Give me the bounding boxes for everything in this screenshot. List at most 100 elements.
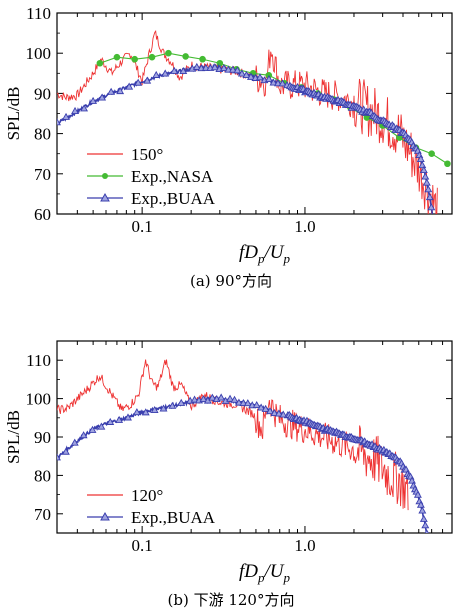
x-axis-label: fDp/Up: [239, 561, 291, 585]
data-point: [416, 154, 425, 162]
data-point: [208, 393, 217, 401]
series-line: [57, 395, 428, 533]
data-point: [418, 161, 427, 169]
data-point: [419, 514, 428, 522]
y-tick-label: 100: [26, 44, 52, 63]
y-axis-label: SPL/dB: [4, 410, 23, 464]
legend-marker: [102, 173, 108, 179]
x-tick-label: 1.0: [294, 536, 315, 555]
data-point: [201, 63, 210, 71]
series-line: [57, 29, 438, 214]
series-0: [57, 29, 438, 214]
data-point: [252, 400, 261, 409]
data-point: [57, 118, 61, 126]
data-point: [216, 59, 224, 67]
data-point: [89, 96, 98, 104]
legend-item: 150°: [87, 145, 163, 164]
data-point: [261, 404, 270, 412]
x-axis-label-mid: /U: [264, 561, 285, 582]
data-point: [113, 53, 121, 61]
legend-item: Exp.,NASA: [87, 167, 214, 186]
data-point: [239, 398, 248, 407]
data-point: [428, 150, 435, 157]
data-point: [190, 395, 199, 403]
data-point: [237, 69, 246, 77]
panel-caption: (b) 下游 120°方向: [168, 591, 295, 609]
plot-frame: [56, 340, 453, 534]
data-point: [217, 393, 226, 401]
data-point: [161, 69, 170, 77]
data-point: [179, 66, 188, 75]
data-point: [228, 65, 237, 73]
data-point: [165, 49, 172, 57]
data-point: [424, 529, 429, 533]
x-axis-label-sub2: p: [283, 570, 291, 585]
data-point: [182, 53, 189, 60]
x-axis-label: fDp/Up: [239, 242, 291, 266]
data-point: [430, 216, 436, 222]
data-point: [159, 404, 168, 412]
data-point: [79, 431, 88, 439]
legend-label: Exp.,NASA: [131, 167, 214, 186]
data-point: [243, 399, 252, 407]
data-point: [264, 74, 273, 83]
data-point: [269, 78, 278, 86]
x-axis-label-base: fD: [239, 242, 258, 263]
legend-marker: [100, 511, 110, 521]
data-point: [148, 53, 156, 61]
y-tick-label: 110: [26, 4, 51, 23]
data-point: [257, 403, 266, 411]
series-line: [57, 63, 434, 214]
data-point: [422, 178, 431, 186]
legend-label: 150°: [131, 145, 163, 164]
series-0: [57, 359, 409, 511]
legend-label: Exp.,BUAA: [131, 508, 216, 527]
legend-item: 120°: [87, 486, 163, 505]
data-point: [134, 78, 143, 86]
data-point: [210, 63, 219, 71]
data-point: [421, 521, 430, 529]
y-tick-label: 100: [26, 390, 52, 409]
series-line: [57, 359, 409, 511]
data-point: [274, 409, 283, 417]
data-point: [97, 422, 106, 430]
data-point: [62, 112, 70, 120]
data-point: [278, 79, 287, 87]
data-point: [279, 410, 288, 418]
y-tick-label: 60: [34, 205, 51, 224]
data-point: [98, 93, 107, 101]
plot-area: [57, 359, 430, 533]
data-point: [219, 63, 228, 72]
data-point: [416, 500, 425, 508]
data-point: [199, 395, 208, 403]
data-point: [61, 447, 70, 455]
data-point: [230, 395, 239, 403]
legend: 150° Exp.,NASA Exp.,BUAA: [87, 145, 216, 208]
data-point: [107, 87, 116, 95]
data-point: [192, 62, 201, 70]
legend-item: Exp.,BUAA: [87, 508, 216, 527]
x-axis-label-base: fD: [239, 561, 258, 582]
x-axis-label-sub2: p: [283, 251, 291, 266]
data-point: [234, 398, 243, 406]
data-point: [116, 87, 125, 95]
data-point: [143, 76, 152, 84]
series-line: [99, 52, 448, 165]
data-point: [424, 185, 433, 193]
data-point: [246, 72, 255, 80]
y-tick-label: 90: [34, 84, 51, 103]
y-tick-label: 90: [34, 428, 51, 447]
data-point: [132, 408, 141, 416]
x-tick-label: 0.1: [132, 217, 153, 236]
legend: 120° Exp.,BUAA: [87, 486, 216, 527]
data-point: [124, 413, 132, 421]
data-point: [425, 193, 434, 201]
data-point: [427, 203, 436, 211]
y-tick-label: 80: [34, 466, 51, 485]
data-point: [150, 405, 159, 414]
data-point: [70, 438, 79, 446]
series-2: [57, 62, 436, 222]
data-point: [125, 82, 134, 90]
